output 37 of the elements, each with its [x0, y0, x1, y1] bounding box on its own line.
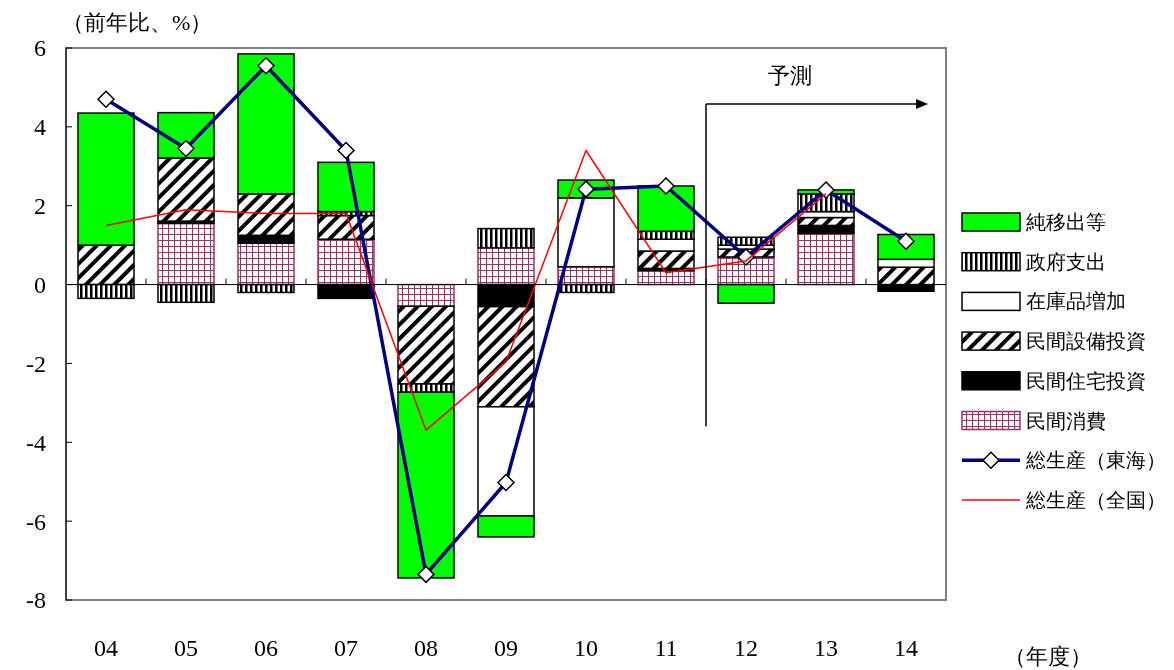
- bar: [237, 242, 295, 286]
- legend-label: 民間消費: [1026, 409, 1106, 432]
- x-tick-label: 11: [654, 635, 678, 661]
- legend-label: 純移出等: [1026, 211, 1106, 233]
- bar: [157, 222, 215, 286]
- legend-label: 総生産（全国）: [1025, 488, 1166, 511]
- legend-label: 政府支出: [1026, 250, 1106, 273]
- x-tick-label: 13: [814, 635, 838, 661]
- annotation: 予測: [768, 63, 812, 88]
- legend-label: 総生産（東海）: [1025, 449, 1166, 472]
- bar: [477, 247, 535, 286]
- bar: [797, 232, 855, 286]
- y-tick-label: 2: [34, 193, 46, 220]
- bar: [477, 227, 535, 249]
- y-tick-label: -8: [26, 587, 46, 614]
- legend-label: 民間設備投資: [1026, 330, 1146, 353]
- x-tick-label: 07: [334, 635, 358, 661]
- x-tick-label: 12: [734, 635, 758, 661]
- x-tick-label: 14: [894, 635, 918, 661]
- x-tick-label: 04: [94, 635, 118, 661]
- legend-label: 在庫品増加: [1026, 290, 1126, 313]
- legend-label: 民間住宅投資: [1026, 369, 1146, 392]
- bar: [317, 161, 375, 213]
- y-tick-label: -2: [26, 350, 46, 377]
- y-tick-label: 0: [34, 271, 46, 298]
- x-tick-label: 06: [254, 635, 278, 661]
- x-tick-label: 05: [174, 635, 198, 661]
- x-axis-title: （年度）: [1004, 644, 1092, 669]
- x-tick-label: 08: [414, 635, 438, 661]
- x-tick-label: 09: [494, 635, 518, 661]
- y-tick-label: 6: [34, 35, 46, 62]
- x-tick-label: 10: [574, 635, 598, 661]
- y-tick-label: 4: [34, 114, 46, 141]
- bar: [397, 283, 455, 308]
- y-axis-title: （前年比、%）: [62, 10, 213, 35]
- y-tick-label: -6: [26, 508, 46, 535]
- y-tick-label: -4: [26, 429, 46, 456]
